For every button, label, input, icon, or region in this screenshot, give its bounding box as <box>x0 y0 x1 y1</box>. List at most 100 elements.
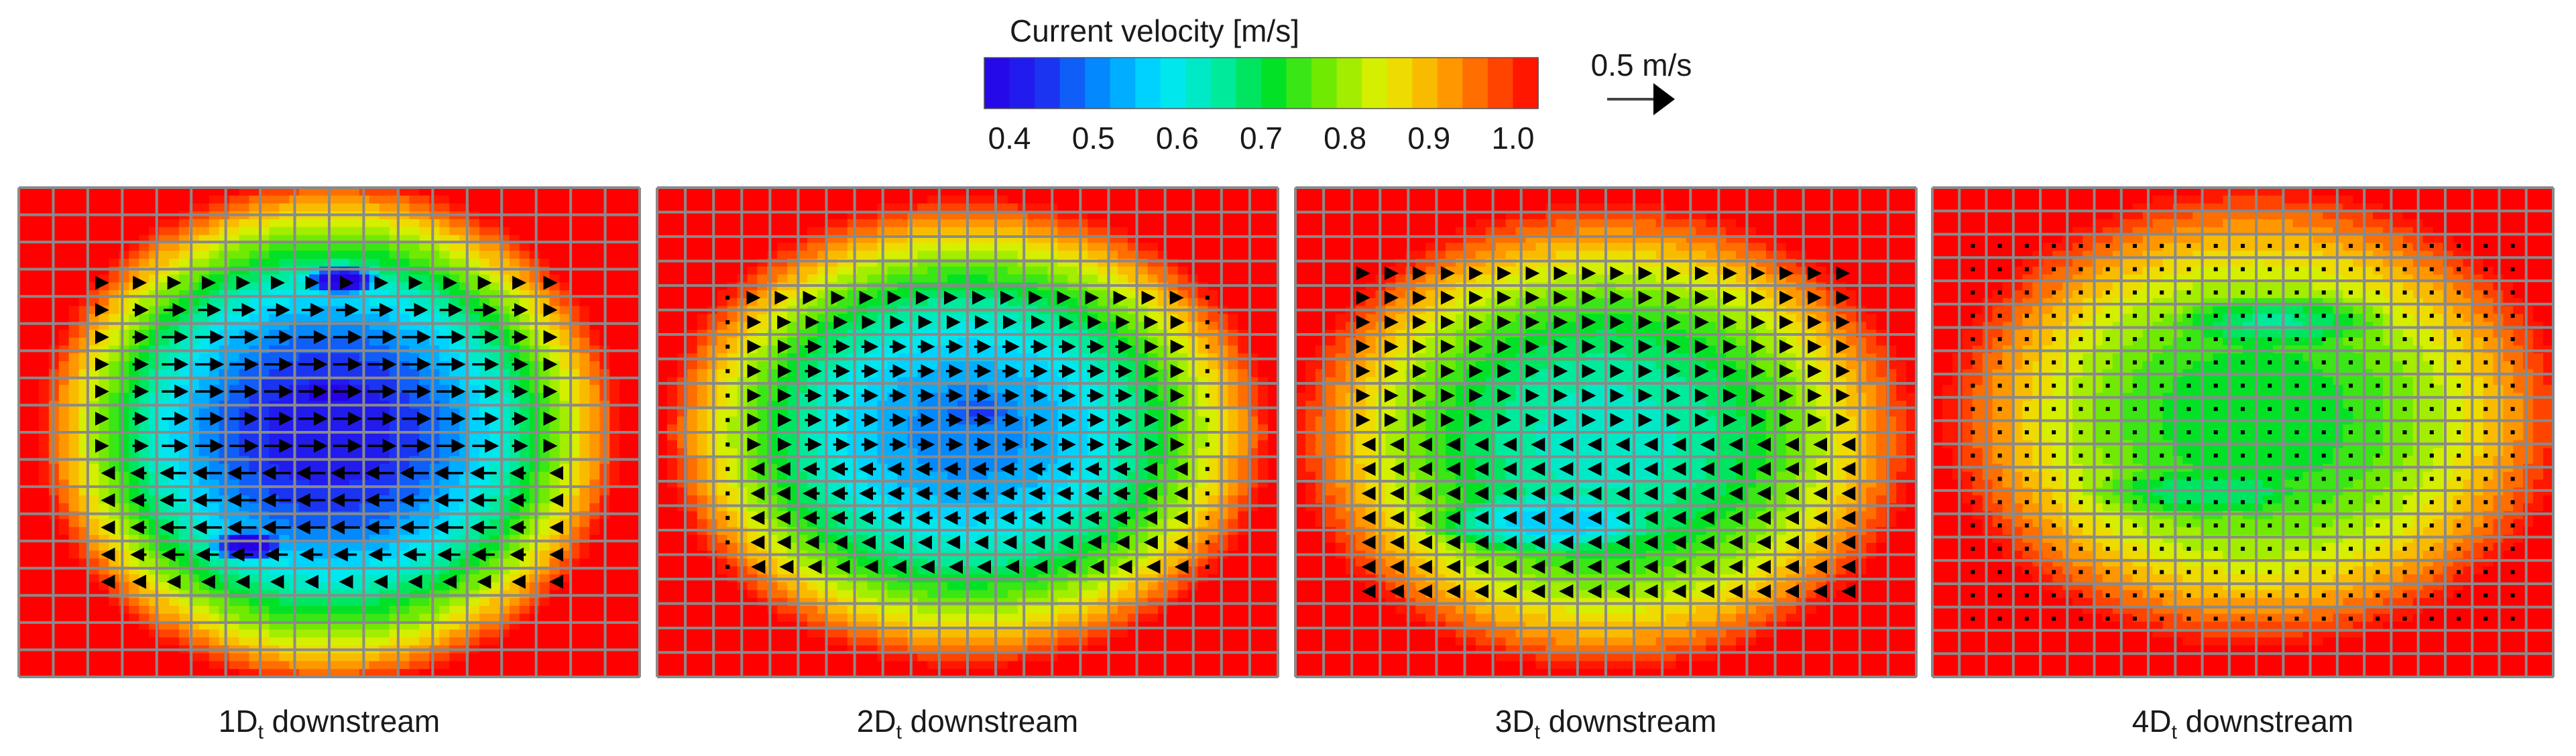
field-cell <box>269 503 280 512</box>
colorbar-swatch <box>1135 58 1161 109</box>
field-cell <box>549 243 561 252</box>
field-cell <box>429 219 441 228</box>
field-cell <box>299 582 310 591</box>
field-cell <box>329 511 340 520</box>
field-cell <box>369 408 380 418</box>
field-cell <box>178 661 190 670</box>
field-cell <box>539 258 550 267</box>
field-cell <box>1157 203 1169 212</box>
field-cell <box>178 503 190 512</box>
field-cell <box>58 393 70 401</box>
field-cell <box>917 251 929 259</box>
field-cell <box>379 542 390 552</box>
field-cell <box>28 203 40 212</box>
field-cell <box>559 550 571 560</box>
field-cell <box>1007 203 1018 212</box>
field-cell <box>630 243 640 252</box>
field-cell <box>19 243 30 252</box>
field-cell <box>129 440 140 449</box>
field-cell <box>219 511 230 520</box>
field-cell <box>28 527 40 536</box>
field-cell <box>349 337 360 346</box>
field-cell <box>997 274 1008 284</box>
field-cell <box>539 306 550 315</box>
field-cell <box>529 353 540 362</box>
field-cell <box>579 203 591 212</box>
field-cell <box>19 598 30 607</box>
field-cell <box>620 408 630 418</box>
field-cell <box>349 408 360 418</box>
field-cell <box>249 266 260 275</box>
field-cell <box>409 393 420 401</box>
field-cell <box>1137 227 1149 236</box>
field-cell <box>279 266 290 275</box>
field-cell <box>38 558 50 568</box>
field-cell <box>757 195 768 204</box>
field-cell <box>947 251 958 259</box>
field-cell <box>379 487 390 497</box>
field-cell <box>139 219 150 228</box>
field-cell <box>399 606 410 615</box>
field-cell <box>857 251 868 259</box>
field-cell <box>299 503 310 512</box>
field-cell <box>309 629 320 639</box>
field-cell <box>119 416 130 426</box>
field-cell <box>219 282 230 291</box>
field-cell <box>1137 243 1149 252</box>
field-cell <box>349 464 360 472</box>
field-cell <box>1037 243 1049 252</box>
field-cell <box>429 369 441 378</box>
field-cell <box>439 195 451 204</box>
field-cell <box>539 251 550 259</box>
field-cell <box>1238 266 1249 275</box>
field-cell <box>947 227 958 236</box>
field-cell <box>630 195 640 204</box>
field-cell <box>529 653 540 662</box>
field-cell <box>329 369 340 378</box>
field-cell <box>209 337 220 346</box>
field-cell <box>38 195 50 204</box>
field-cell <box>620 464 630 472</box>
field-cell <box>99 361 110 370</box>
field-cell <box>579 519 591 528</box>
field-cell <box>309 464 320 472</box>
field-cell <box>309 243 320 252</box>
field-cell <box>519 653 530 662</box>
field-cell <box>1088 266 1099 275</box>
field-cell <box>38 337 50 346</box>
field-cell <box>229 503 240 512</box>
field-cell <box>489 613 500 623</box>
field-cell <box>489 487 500 497</box>
field-cell <box>807 298 818 307</box>
field-cell <box>339 503 350 512</box>
field-cell <box>198 661 210 670</box>
field-cell <box>38 353 50 362</box>
field-cell <box>379 558 390 568</box>
field-cell <box>1177 195 1189 204</box>
field-cell <box>249 369 260 378</box>
field-cell <box>569 282 581 291</box>
field-cell <box>269 361 280 370</box>
field-cell <box>419 219 430 228</box>
field-cell <box>777 274 788 284</box>
field-cell <box>419 558 430 568</box>
field-cell <box>339 251 350 259</box>
field-cell <box>620 511 630 520</box>
field-cell <box>379 448 390 457</box>
field-cell <box>239 251 250 259</box>
field-cell <box>229 558 240 568</box>
field-cell <box>38 243 50 252</box>
field-cell <box>1088 227 1099 236</box>
field-cell <box>549 337 561 346</box>
field-cell <box>787 266 798 275</box>
field-cell <box>58 503 70 512</box>
field-cell <box>119 464 130 472</box>
field-cell <box>229 653 240 662</box>
field-cell <box>439 440 451 449</box>
field-cell <box>559 188 571 196</box>
field-cell <box>169 606 180 615</box>
field-cell <box>349 503 360 512</box>
field-cell <box>198 203 210 212</box>
field-cell <box>229 606 240 615</box>
